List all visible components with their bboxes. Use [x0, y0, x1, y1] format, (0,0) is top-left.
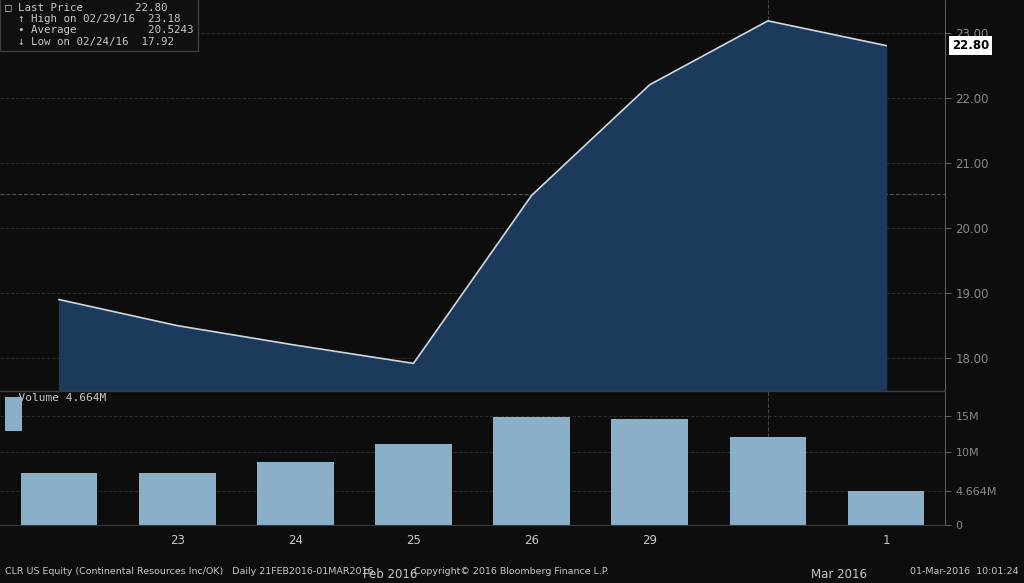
Text: 22.80: 22.80 [952, 39, 989, 52]
Bar [494, 417, 570, 525]
Bar [257, 462, 334, 525]
FancyBboxPatch shape [5, 398, 22, 431]
Text: Mar 2016: Mar 2016 [811, 568, 867, 581]
Bar [375, 444, 452, 525]
Text: CLR US Equity (Continental Resources Inc/OK)   Daily 21FEB2016-01MAR2016: CLR US Equity (Continental Resources Inc… [5, 567, 374, 576]
Bar [729, 437, 806, 525]
Bar [611, 419, 688, 525]
Text: 01-Mar-2016  10:01:24: 01-Mar-2016 10:01:24 [910, 567, 1019, 576]
Text: Feb 2016: Feb 2016 [362, 568, 417, 581]
Text: Copyright© 2016 Bloomberg Finance L.P.: Copyright© 2016 Bloomberg Finance L.P. [415, 567, 609, 576]
Text: Volume 4.664M: Volume 4.664M [5, 394, 105, 403]
Bar [848, 491, 925, 525]
Bar [20, 473, 97, 525]
Text: □ Last Price        22.80
  ↑ High on 02/29/16  23.18
  • Average           20.5: □ Last Price 22.80 ↑ High on 02/29/16 23… [5, 2, 194, 47]
Bar [139, 473, 216, 525]
